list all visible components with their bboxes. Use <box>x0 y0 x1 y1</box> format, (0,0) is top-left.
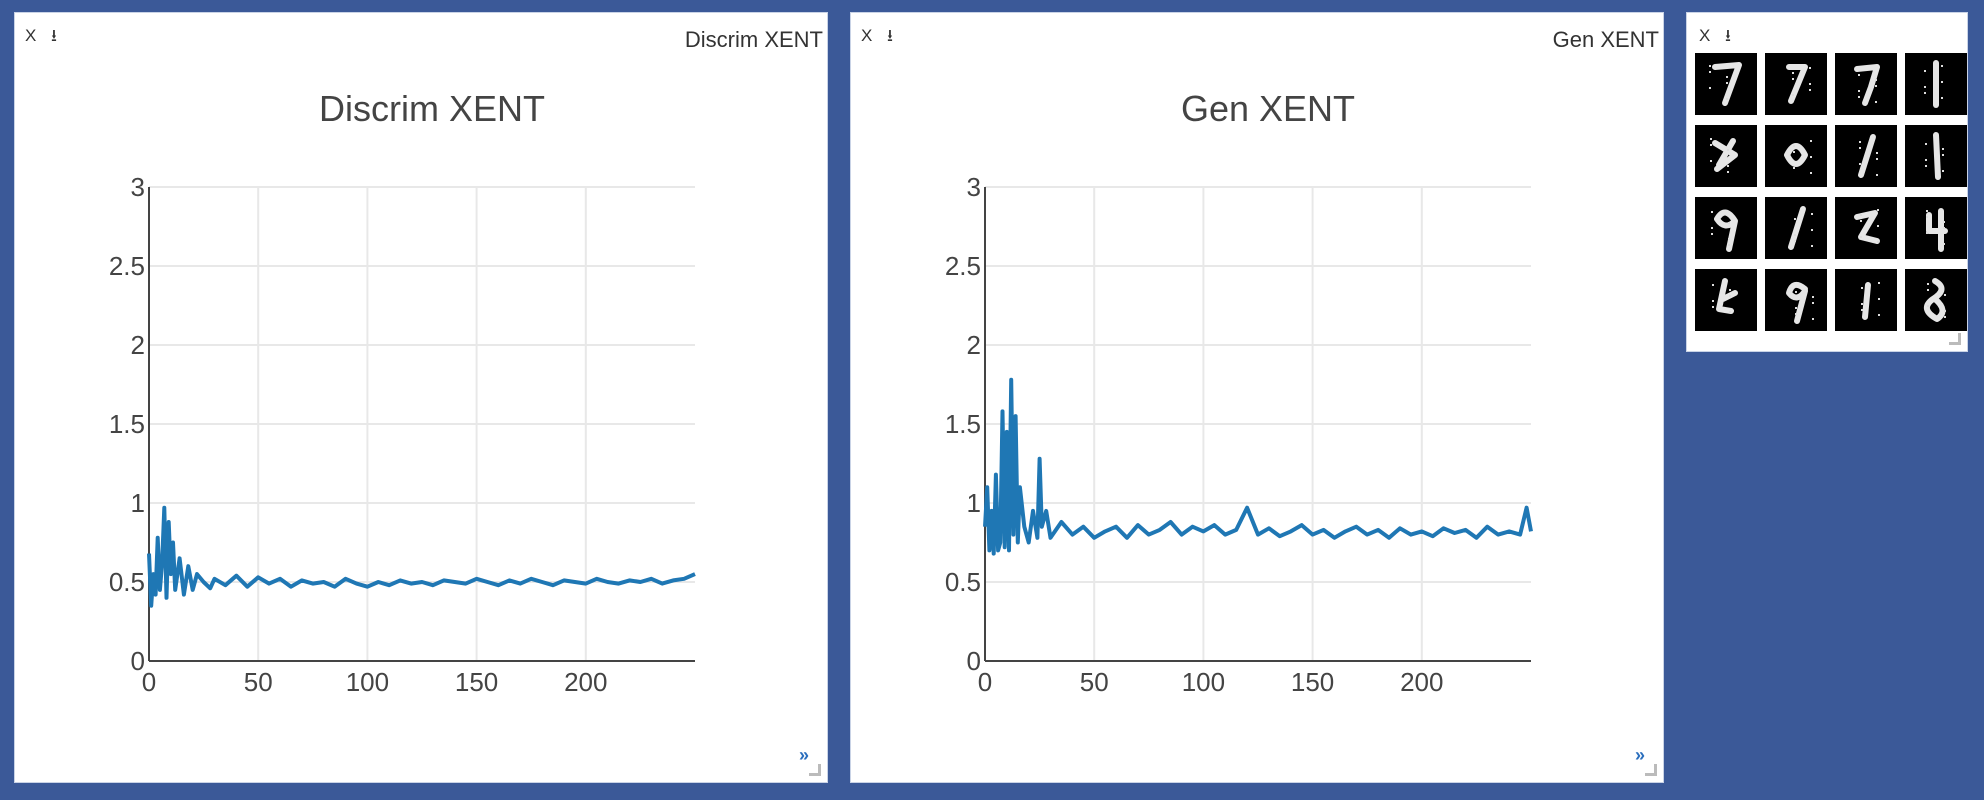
y-tick-label: 1 <box>967 488 981 518</box>
generated-image-tile <box>1695 125 1757 187</box>
expand-icon[interactable]: » <box>798 745 809 765</box>
y-tick-label: 2 <box>131 330 145 360</box>
series-line <box>983 377 1533 556</box>
y-tick-label: 2.5 <box>945 251 981 281</box>
series-line <box>147 505 696 608</box>
x-tick-label: 200 <box>564 667 607 697</box>
download-icon[interactable]: ⭳ <box>1725 26 1731 45</box>
pane-toolbar: X ⭳ Discrim XENT <box>15 13 827 53</box>
generated-images-pane: X ⭳ <box>1686 12 1968 352</box>
y-tick-label: 3 <box>967 172 981 202</box>
generated-image-tile <box>1905 269 1967 331</box>
x-tick-label: 50 <box>244 667 273 697</box>
generated-image-tile <box>1835 197 1897 259</box>
download-icon[interactable]: ⭳ <box>887 26 893 45</box>
generated-image-tile <box>1765 53 1827 115</box>
x-tick-label: 150 <box>1291 667 1334 697</box>
expand-icon[interactable]: » <box>1634 745 1645 765</box>
generated-image-tile <box>1905 125 1967 187</box>
generated-image-tile <box>1835 125 1897 187</box>
download-icon[interactable]: ⭳ <box>51 26 57 45</box>
generated-image-tile <box>1835 53 1897 115</box>
y-tick-label: 2.5 <box>109 251 145 281</box>
x-tick-label: 50 <box>1080 667 1109 697</box>
x-tick-label: 0 <box>978 667 992 697</box>
y-tick-label: 0.5 <box>109 567 145 597</box>
y-tick-label: 1 <box>131 488 145 518</box>
pane-title: Discrim XENT <box>684 27 823 52</box>
close-button[interactable]: X <box>861 26 873 45</box>
generated-image-tile <box>1905 53 1967 115</box>
discrim-xent-pane: X ⭳ Discrim XENT Discrim XENT 0 50 100 150 20… <box>14 12 828 783</box>
x-tick-label: 0 <box>142 667 156 697</box>
pane-toolbar: X ⭳ <box>1687 13 1967 53</box>
generated-image-tile <box>1695 197 1757 259</box>
resize-handle[interactable] <box>809 764 821 776</box>
y-tick-label: 0 <box>131 646 145 676</box>
close-button[interactable]: X <box>25 26 37 45</box>
chart-title: Gen XENT <box>1181 88 1355 129</box>
x-tick-label: 150 <box>455 667 498 697</box>
generated-image-tile <box>1765 197 1827 259</box>
generated-images-grid <box>1695 53 1967 331</box>
gen-xent-chart: Gen XENT 0 50 100 150 200 0 0.5 1 1.5 2 2.5 3 <box>945 88 1533 697</box>
generated-image-tile <box>1695 269 1757 331</box>
y-tick-label: 1.5 <box>945 409 981 439</box>
y-tick-label: 0.5 <box>945 567 981 597</box>
x-tick-label: 100 <box>1182 667 1225 697</box>
x-tick-label: 200 <box>1400 667 1443 697</box>
x-tick-label: 100 <box>346 667 389 697</box>
pane-toolbar: X ⭳ Gen XENT <box>851 13 1663 53</box>
generated-image-tile <box>1765 125 1827 187</box>
generated-image-tile <box>1695 53 1757 115</box>
resize-handle[interactable] <box>1949 333 1961 345</box>
close-button[interactable]: X <box>1699 26 1711 45</box>
chart-title: Discrim XENT <box>319 88 545 129</box>
generated-image-tile <box>1905 197 1967 259</box>
generated-image-tile <box>1765 269 1827 331</box>
gen-xent-pane: X ⭳ Gen XENT Gen XENT 0 50 100 150 200 0 0.5 1 1.… <box>850 12 1664 783</box>
discrim-xent-chart: Discrim XENT 0 50 100 150 200 0 0.5 1 1.5 2 2.5 3 <box>109 88 696 697</box>
resize-handle[interactable] <box>1645 764 1657 776</box>
y-tick-label: 3 <box>131 172 145 202</box>
pane-title: Gen XENT <box>1552 27 1659 52</box>
y-tick-label: 1.5 <box>109 409 145 439</box>
generated-image-tile <box>1835 269 1897 331</box>
y-tick-label: 2 <box>967 330 981 360</box>
y-tick-label: 0 <box>967 646 981 676</box>
